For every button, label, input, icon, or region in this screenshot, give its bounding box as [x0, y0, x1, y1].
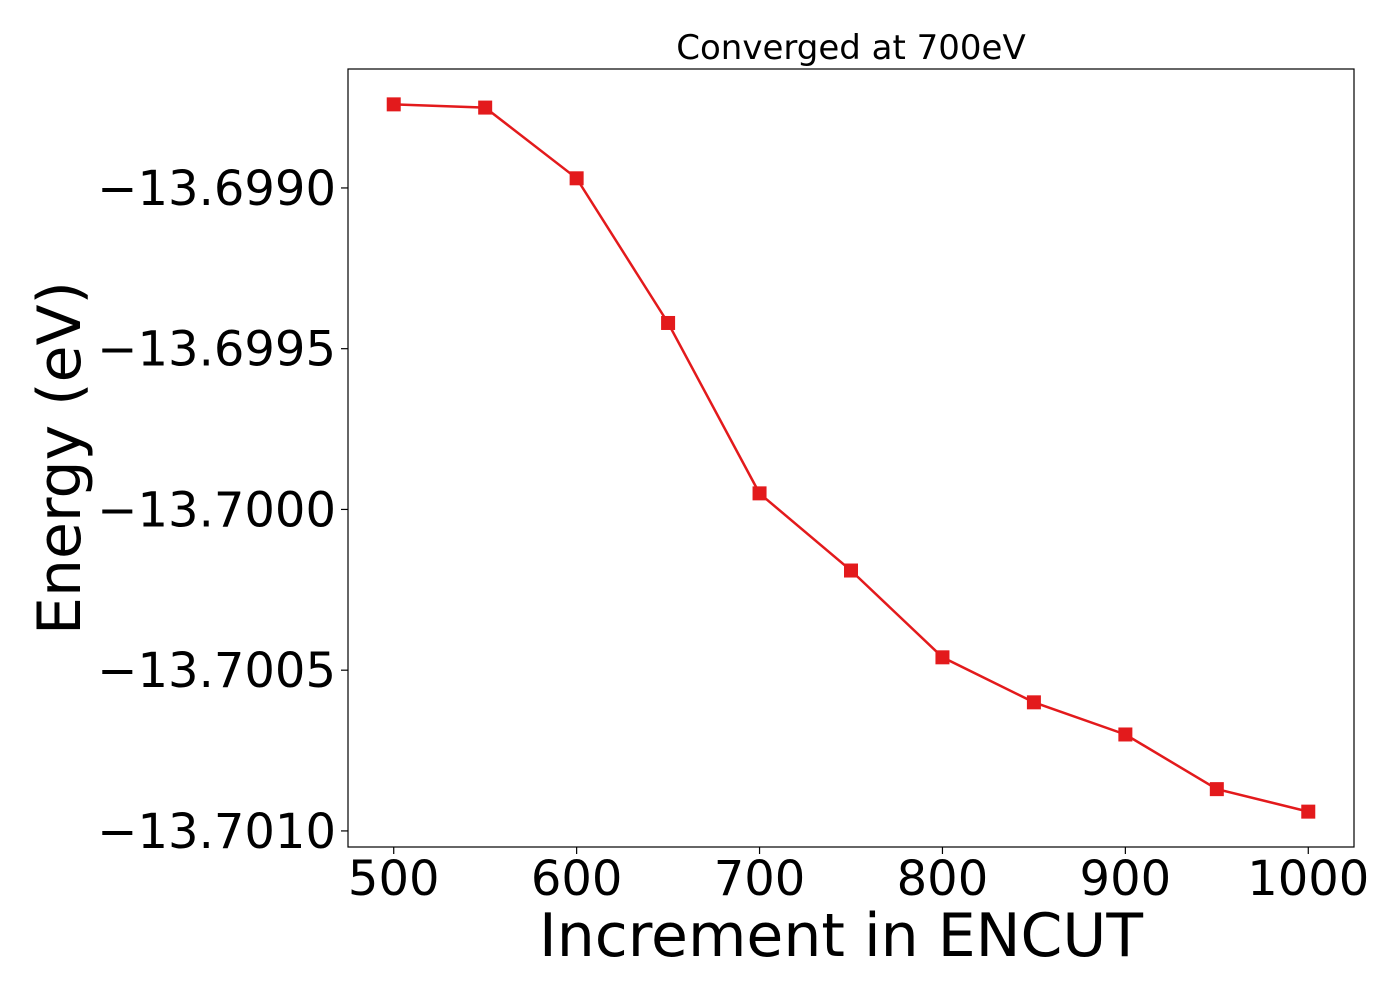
data-point-marker: [569, 171, 584, 186]
data-point-marker: [935, 650, 950, 665]
y-tick-label: −13.7000: [97, 482, 336, 538]
y-axis-ticks: −13.6990 −13.6995 −13.7000 −13.7005 −13.7010: [97, 161, 348, 860]
series-layer: [386, 97, 1316, 819]
x-tick-label: 500: [348, 851, 440, 907]
plot-frame: [347, 68, 1355, 848]
y-tick-label: −13.7010: [97, 804, 336, 860]
data-point-marker: [844, 563, 858, 578]
y-tick-label: −13.6990: [97, 161, 336, 217]
data-point-marker: [478, 100, 493, 115]
y-tick-label: −13.7005: [97, 643, 336, 699]
data-point-marker: [1118, 727, 1133, 742]
data-point-marker: [386, 97, 401, 112]
data-point-marker: [1301, 804, 1316, 819]
data-point-marker: [1209, 782, 1224, 797]
y-tick-label: −13.6995: [97, 322, 336, 378]
chart-title: Converged at 700eV: [676, 28, 1025, 68]
x-tick-label: 1000: [1247, 851, 1369, 907]
data-point-marker: [661, 315, 676, 330]
y-axis-label: Energy (eV): [25, 281, 95, 635]
data-point-marker: [1026, 695, 1041, 710]
x-tick-label: 700: [714, 851, 806, 907]
x-axis-ticks: 500 600 700 800 900 1000: [348, 847, 1369, 907]
x-tick-label: 800: [897, 851, 989, 907]
data-point-marker: [752, 486, 767, 501]
x-tick-label: 600: [531, 851, 623, 907]
x-axis-label: Increment in ENCUT: [539, 901, 1143, 971]
x-tick-label: 900: [1080, 851, 1172, 907]
